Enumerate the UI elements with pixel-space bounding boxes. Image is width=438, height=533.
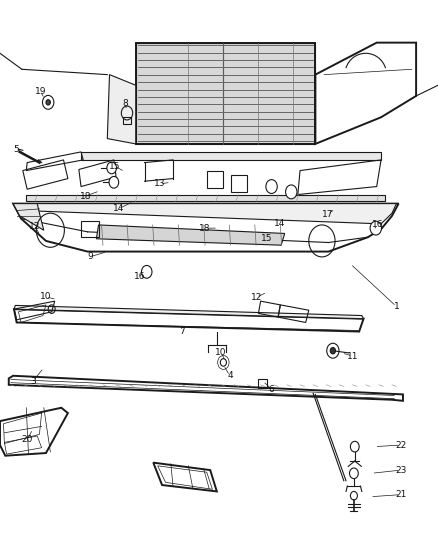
Text: 7: 7 bbox=[179, 327, 185, 336]
Text: 10: 10 bbox=[40, 293, 52, 301]
Text: 17: 17 bbox=[322, 210, 333, 219]
Circle shape bbox=[266, 180, 277, 193]
Text: 21: 21 bbox=[395, 490, 406, 499]
Circle shape bbox=[286, 185, 297, 199]
Circle shape bbox=[46, 100, 50, 105]
Text: 9: 9 bbox=[87, 253, 93, 261]
Text: 13: 13 bbox=[154, 180, 166, 188]
Text: 19: 19 bbox=[35, 87, 46, 96]
Circle shape bbox=[370, 221, 381, 235]
Text: 12: 12 bbox=[29, 222, 41, 231]
Text: 8: 8 bbox=[122, 100, 128, 108]
Circle shape bbox=[109, 176, 119, 188]
Text: 14: 14 bbox=[274, 220, 285, 228]
Text: 15: 15 bbox=[109, 162, 120, 171]
Polygon shape bbox=[26, 195, 385, 201]
Text: 18: 18 bbox=[80, 192, 91, 200]
Polygon shape bbox=[14, 204, 396, 224]
Circle shape bbox=[330, 348, 336, 354]
Text: 4: 4 bbox=[227, 372, 233, 380]
Polygon shape bbox=[136, 43, 315, 144]
Text: 5: 5 bbox=[14, 145, 20, 154]
Polygon shape bbox=[81, 152, 381, 160]
Text: 14: 14 bbox=[113, 205, 124, 213]
Text: 12: 12 bbox=[251, 293, 262, 302]
Polygon shape bbox=[13, 204, 44, 230]
Text: 11: 11 bbox=[347, 352, 358, 360]
Text: 15: 15 bbox=[261, 235, 272, 243]
Text: 20: 20 bbox=[21, 435, 33, 444]
Polygon shape bbox=[14, 305, 364, 319]
Circle shape bbox=[107, 162, 117, 174]
Text: 18: 18 bbox=[199, 224, 211, 232]
Text: 22: 22 bbox=[395, 441, 406, 449]
Text: 3: 3 bbox=[30, 377, 36, 385]
Text: 23: 23 bbox=[395, 466, 406, 474]
Polygon shape bbox=[107, 75, 136, 144]
Polygon shape bbox=[96, 225, 285, 245]
Text: 10: 10 bbox=[215, 349, 227, 357]
Circle shape bbox=[141, 265, 152, 278]
Text: 16: 16 bbox=[372, 221, 383, 229]
Text: 16: 16 bbox=[134, 272, 145, 280]
Text: 1: 1 bbox=[393, 302, 399, 311]
Text: 6: 6 bbox=[268, 385, 275, 393]
